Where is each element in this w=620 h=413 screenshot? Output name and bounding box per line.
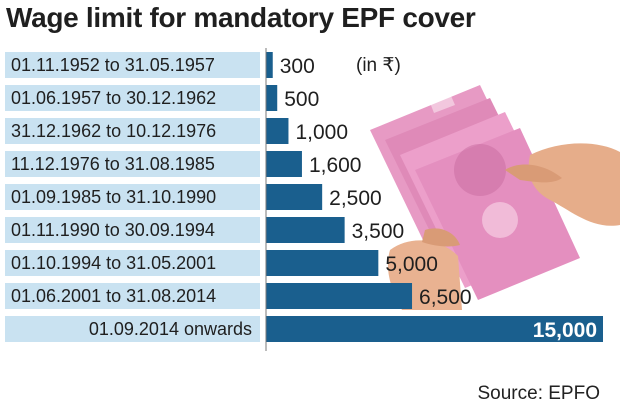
value-label: 1,600 bbox=[309, 154, 362, 177]
hand-right bbox=[505, 143, 620, 226]
category-label-box bbox=[5, 118, 260, 144]
bar bbox=[266, 85, 278, 111]
category-label: 01.09.2014 onwards bbox=[89, 319, 252, 339]
unit-note: (in ₹) bbox=[356, 55, 401, 76]
bar bbox=[266, 283, 413, 309]
bar bbox=[266, 118, 289, 144]
value-label: 1,000 bbox=[295, 121, 348, 144]
value-label: 2,500 bbox=[329, 187, 382, 210]
category-label-box bbox=[5, 217, 260, 243]
category-label: 01.06.2001 to 31.08.2014 bbox=[11, 286, 216, 306]
category-label-box bbox=[5, 283, 260, 309]
value-label: 300 bbox=[280, 55, 315, 78]
value-label: 3,500 bbox=[352, 220, 405, 243]
hands-banknotes-illustration bbox=[370, 82, 620, 310]
category-label-box bbox=[5, 184, 260, 210]
chart-title: Wage limit for mandatory EPF cover bbox=[6, 2, 476, 33]
value-label: 5,000 bbox=[385, 253, 438, 276]
source-credit: Source: EPFO bbox=[477, 383, 601, 404]
category-label-box bbox=[5, 250, 260, 276]
value-label: 15,000 bbox=[533, 319, 597, 342]
value-label: 500 bbox=[284, 88, 319, 111]
category-label: 01.11.1952 to 31.05.1957 bbox=[11, 55, 215, 75]
value-label: 6,500 bbox=[419, 286, 472, 309]
category-label: 01.09.1985 to 31.10.1990 bbox=[11, 187, 216, 207]
bar bbox=[266, 217, 345, 243]
category-label-box bbox=[5, 151, 260, 177]
category-label-box bbox=[5, 52, 260, 78]
category-label: 31.12.1962 to 10.12.1976 bbox=[11, 121, 216, 141]
bar bbox=[266, 316, 603, 342]
category-label: 01.11.1990 to 30.09.1994 bbox=[11, 220, 215, 240]
bar bbox=[266, 151, 302, 177]
category-label: 11.12.1976 to 31.08.1985 bbox=[11, 154, 215, 174]
category-label-box bbox=[5, 316, 260, 342]
category-label: 01.10.1994 to 31.05.2001 bbox=[11, 253, 216, 273]
bar bbox=[266, 52, 273, 78]
bar bbox=[266, 250, 379, 276]
banknote-stack bbox=[370, 82, 580, 300]
category-label: 01.06.1957 to 30.12.1962 bbox=[11, 88, 216, 108]
category-label-box bbox=[5, 85, 260, 111]
bar bbox=[266, 184, 323, 210]
